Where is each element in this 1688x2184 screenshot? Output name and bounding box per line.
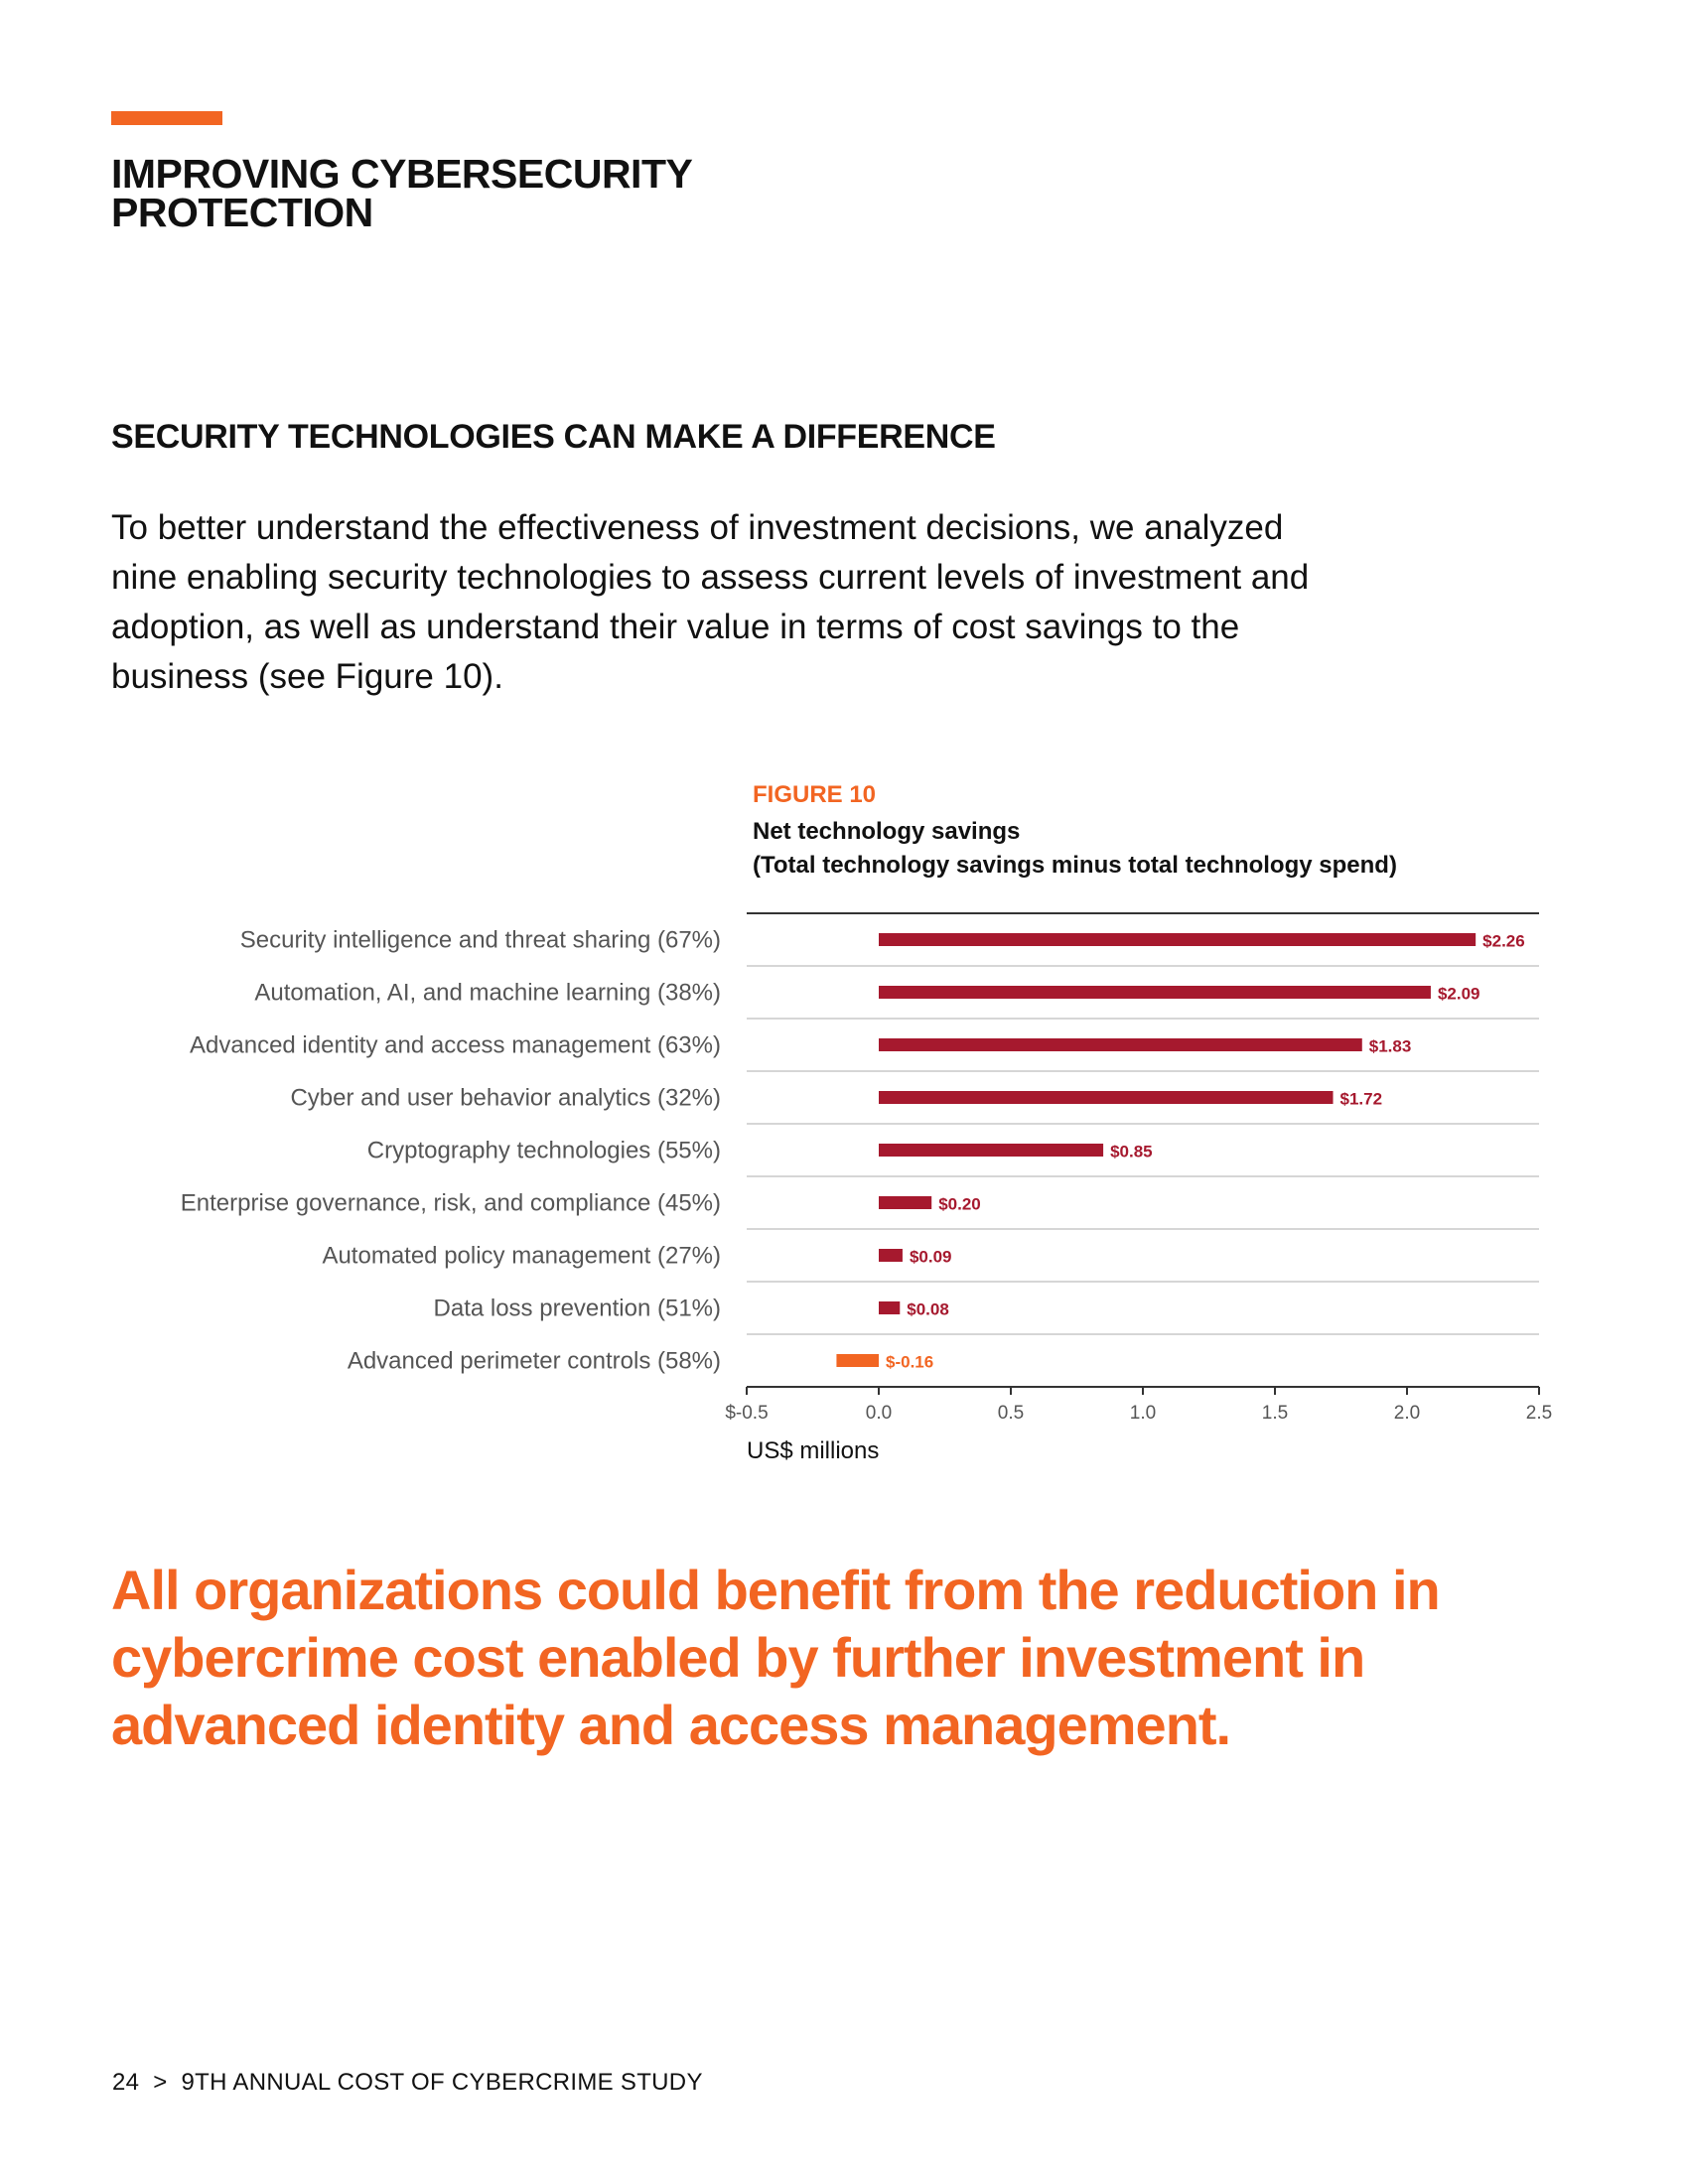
figure-title: Net technology savings (Total technology…	[753, 815, 1397, 883]
bar	[879, 1196, 932, 1209]
x-tick-label: 1.0	[1130, 1403, 1156, 1424]
intro-paragraph: To better understand the effectiveness o…	[111, 508, 1310, 696]
bar	[879, 1091, 1334, 1104]
category-label: Advanced perimeter controls (58%)	[348, 1348, 721, 1375]
publication-title: 9TH ANNUAL COST OF CYBERCRIME STUDY	[181, 2069, 703, 2096]
figure-title-line2: (Total technology savings minus total te…	[753, 852, 1397, 879]
bar-value-label: $0.08	[907, 1300, 949, 1319]
x-axis-title: US$ millions	[747, 1437, 879, 1464]
bar	[879, 1249, 903, 1262]
x-tick-label: 0.0	[866, 1403, 892, 1424]
x-tick-label: 2.0	[1394, 1403, 1420, 1424]
category-label: Data loss prevention (51%)	[434, 1296, 721, 1322]
bar	[879, 1038, 1362, 1051]
bar	[879, 1144, 1104, 1157]
section-title: IMPROVING CYBERSECURITY PROTECTION	[111, 151, 692, 235]
bar	[879, 933, 1477, 946]
category-label: Automation, AI, and machine learning (38…	[254, 980, 721, 1007]
bar-value-label: $1.83	[1369, 1037, 1412, 1056]
page-footer: 24 > 9TH ANNUAL COST OF CYBERCRIME STUDY	[112, 2069, 703, 2097]
bar	[879, 986, 1431, 999]
category-label: Security intelligence and threat sharing…	[240, 927, 721, 954]
footer-separator: >	[153, 2069, 168, 2096]
page-number: 24	[112, 2069, 140, 2096]
category-label: Enterprise governance, risk, and complia…	[181, 1190, 721, 1217]
category-label: Cyber and user behavior analytics (32%)	[290, 1085, 721, 1112]
figure-label: FIGURE 10	[753, 781, 877, 808]
x-tick-label: 2.5	[1526, 1403, 1552, 1424]
pull-quote: All organizations could benefit from the…	[111, 1559, 1441, 1756]
bar-value-label: $2.09	[1438, 985, 1480, 1004]
subheading: SECURITY TECHNOLOGIES CAN MAKE A DIFFERE…	[111, 418, 996, 456]
bar-value-label: $2.26	[1482, 932, 1525, 951]
category-label: Automated policy management (27%)	[322, 1243, 721, 1270]
x-tick-label: 0.5	[998, 1403, 1024, 1424]
net-technology-savings-chart: $-0.5 0.0 0.5 1.0 1.5 2.0 2.5 US$ millions Secur…	[181, 912, 1552, 1464]
accent-bar	[111, 111, 222, 125]
bar-value-label: $0.09	[910, 1248, 952, 1267]
bar-value-label: $1.72	[1340, 1090, 1383, 1109]
figure-title-line1: Net technology savings	[753, 818, 1021, 845]
bar	[879, 1301, 901, 1314]
x-tick-label: $-0.5	[725, 1403, 768, 1424]
bar	[836, 1354, 879, 1367]
bar-value-label: $0.20	[938, 1195, 981, 1214]
category-label: Advanced identity and access management …	[190, 1032, 721, 1059]
x-tick-label: 1.5	[1262, 1403, 1288, 1424]
category-label: Cryptography technologies (55%)	[367, 1138, 721, 1164]
bar-value-label: $0.85	[1110, 1143, 1153, 1161]
bar-value-label: $-0.16	[886, 1353, 933, 1372]
